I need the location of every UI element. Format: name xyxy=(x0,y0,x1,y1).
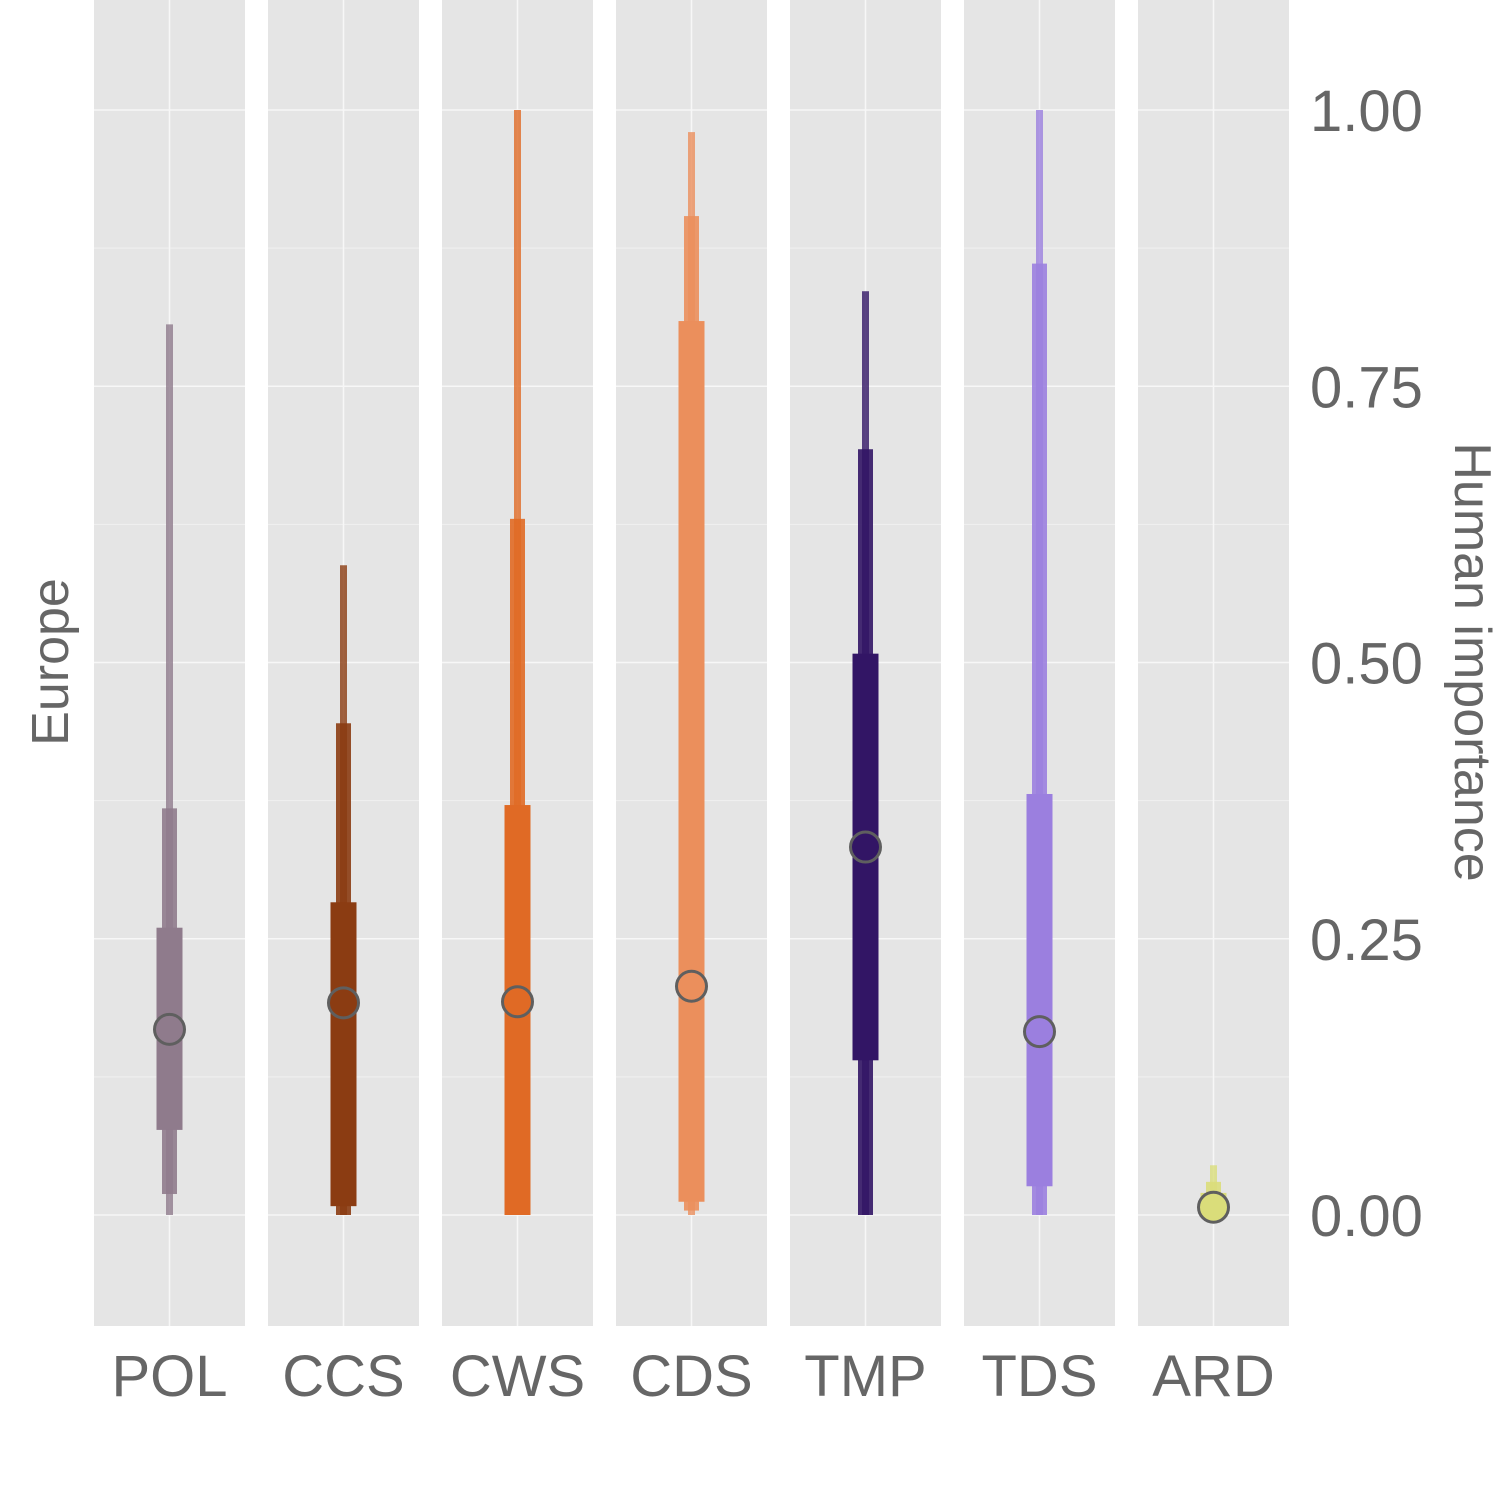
median-point xyxy=(153,1012,186,1046)
y-tick-label: 0.25 xyxy=(1310,908,1423,973)
x-tick-label: CCS xyxy=(282,1344,404,1409)
median-point xyxy=(849,830,882,864)
median-point xyxy=(1197,1190,1230,1224)
x-tick-label: TMP xyxy=(804,1344,926,1409)
y-tick-labels: 0.00 0.25 0.50 0.75 1.00 xyxy=(1310,79,1423,1249)
x-tick-label: ARD xyxy=(1152,1344,1274,1409)
x-tick-label: CWS xyxy=(450,1344,585,1409)
interval-pol xyxy=(153,324,186,1215)
y-tick-label: 1.00 xyxy=(1310,79,1423,144)
median-point xyxy=(1023,1015,1056,1049)
inner-interval xyxy=(1026,793,1053,1187)
median-point xyxy=(675,969,708,1003)
inner-interval xyxy=(330,902,357,1207)
x-tick-label: POL xyxy=(111,1344,227,1409)
interval-tmp xyxy=(849,291,882,1216)
y-tick-label: 0.50 xyxy=(1310,632,1423,697)
outer-interval xyxy=(166,324,173,1215)
y-tick-label: 0.00 xyxy=(1310,1184,1423,1249)
interval-ccs xyxy=(327,565,360,1215)
interval-ard xyxy=(1197,1165,1230,1224)
x-tick-label: CDS xyxy=(630,1344,752,1409)
facet-label: Europe xyxy=(22,578,80,746)
interval-cds xyxy=(675,132,708,1216)
x-tick-label: TDS xyxy=(982,1344,1098,1409)
interval-cws xyxy=(501,110,534,1215)
median-point xyxy=(501,985,534,1019)
y-tick-label: 0.75 xyxy=(1310,355,1423,420)
interval-tds xyxy=(1023,110,1056,1216)
inner-interval xyxy=(678,321,705,1202)
x-tick-labels: POL CCS CWS CDS TMP TDS ARD xyxy=(111,1344,1274,1409)
median-point xyxy=(327,986,360,1020)
interval-marks xyxy=(153,110,1230,1224)
y-axis-label: Human importance xyxy=(1443,442,1500,881)
